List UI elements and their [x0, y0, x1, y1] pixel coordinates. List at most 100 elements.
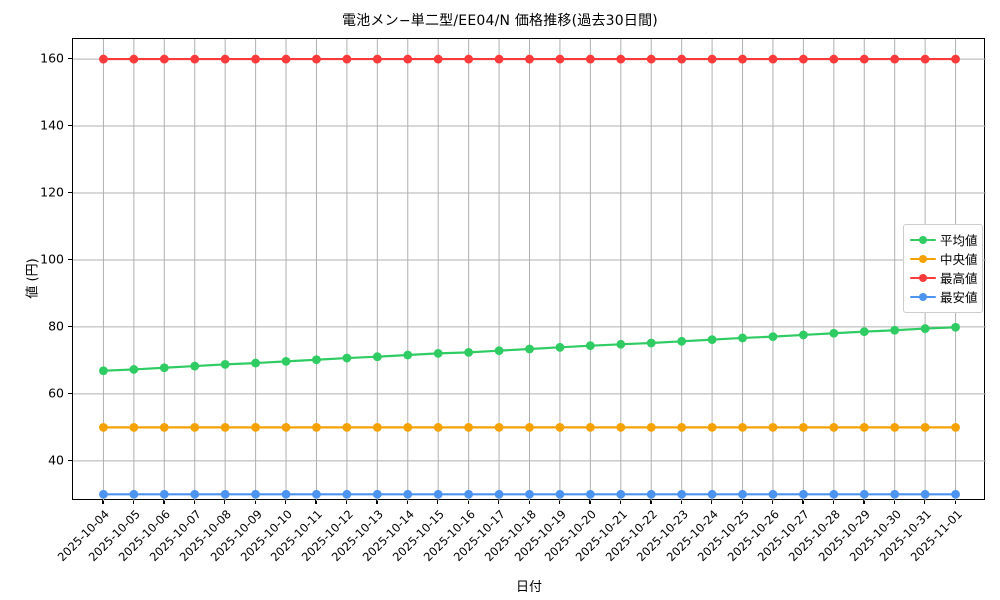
series-marker	[342, 422, 352, 432]
legend-swatch-icon	[910, 291, 936, 303]
x-tick-label: 2025-10-26	[724, 507, 782, 565]
x-tick-label: 2025-10-15	[389, 507, 448, 565]
series-marker	[403, 350, 413, 360]
series-marker	[707, 422, 717, 432]
series-marker	[372, 489, 382, 499]
legend-swatch-icon	[910, 272, 936, 284]
series-marker	[281, 356, 291, 366]
series-marker	[890, 489, 900, 499]
data-series-layer	[99, 54, 960, 499]
series-marker	[585, 341, 595, 351]
series-marker	[99, 422, 108, 432]
series-marker	[646, 54, 656, 64]
series-marker	[251, 358, 260, 368]
x-tick-label: 2025-10-30	[846, 507, 904, 565]
series-marker	[342, 353, 352, 363]
x-tick-label: 2025-10-17	[450, 507, 508, 565]
series-marker	[525, 54, 534, 64]
series-marker	[677, 54, 687, 64]
x-tick-label: 2025-10-13	[329, 507, 387, 565]
series-marker	[555, 489, 565, 499]
series-marker	[616, 339, 626, 349]
series-marker	[433, 348, 443, 358]
series-marker	[159, 422, 169, 432]
series-marker	[646, 489, 656, 499]
legend-item[interactable]: 平均値	[910, 230, 978, 249]
legend-item[interactable]: 最安値	[910, 287, 978, 306]
series-marker	[585, 54, 595, 64]
series-marker	[281, 54, 291, 64]
series-marker	[890, 325, 900, 335]
x-tick-label: 2025-10-11	[268, 507, 326, 565]
series-marker	[951, 422, 960, 432]
series-marker	[829, 54, 839, 64]
series-marker	[829, 489, 839, 499]
series-marker	[920, 489, 930, 499]
series-marker	[433, 489, 443, 499]
x-tick-label: 2025-10-27	[755, 507, 813, 565]
series-marker	[129, 422, 139, 432]
x-tick-label: 2025-10-24	[663, 507, 721, 565]
series-marker	[342, 489, 352, 499]
y-tick-label: 80	[48, 318, 64, 334]
series-marker	[738, 54, 747, 64]
series-marker	[799, 330, 808, 340]
series-marker	[403, 54, 413, 64]
x-tick-label: 2025-10-16	[420, 507, 478, 565]
series-marker	[372, 352, 382, 362]
series-marker	[951, 322, 960, 332]
series-marker	[799, 422, 808, 432]
series-marker	[616, 422, 626, 432]
series-marker	[859, 54, 869, 64]
series-marker	[646, 422, 656, 432]
series-marker	[159, 363, 169, 373]
series-marker	[494, 346, 504, 356]
series-marker	[525, 489, 534, 499]
x-tick-label: 2025-10-09	[207, 507, 265, 565]
legend-label: 最安値	[940, 290, 978, 305]
x-tick-label: 2025-10-28	[785, 507, 843, 565]
series-marker	[251, 489, 260, 499]
series-marker	[251, 54, 260, 64]
series-marker	[494, 489, 504, 499]
series-marker	[890, 422, 900, 432]
series-marker	[951, 54, 960, 64]
series-marker	[494, 54, 504, 64]
series-marker	[768, 422, 778, 432]
series-marker	[433, 422, 443, 432]
y-tick-label: 40	[48, 452, 64, 468]
series-marker	[799, 489, 808, 499]
legend-label: 最高値	[940, 271, 978, 286]
series-marker	[920, 324, 930, 333]
series-marker	[738, 489, 747, 499]
series-marker	[129, 54, 139, 64]
series-marker	[555, 342, 565, 352]
series-marker	[403, 489, 413, 499]
x-tick-label: 2025-10-21	[572, 507, 630, 565]
x-tick-label: 2025-10-06	[116, 507, 174, 565]
series-marker	[220, 54, 230, 64]
series-marker	[464, 347, 474, 357]
x-tick-label: 2025-10-23	[633, 507, 691, 565]
legend-item[interactable]: 中央値	[910, 249, 978, 268]
legend-swatch-icon	[910, 253, 936, 265]
x-tick-label: 2025-10-22	[602, 507, 661, 565]
series-marker	[464, 54, 474, 64]
series-marker	[859, 327, 869, 336]
x-tick-label: 2025-11-01	[907, 507, 965, 565]
x-tick-label: 2025-10-14	[359, 507, 417, 565]
series-marker	[190, 54, 200, 64]
x-tick-label: 2025-10-07	[146, 507, 204, 565]
series-marker	[646, 338, 656, 348]
legend-item[interactable]: 最高値	[910, 268, 978, 287]
series-marker	[890, 54, 900, 64]
series-marker	[129, 489, 139, 499]
series-marker	[312, 355, 321, 365]
legend-label: 中央値	[940, 252, 978, 267]
y-tick-label: 160	[40, 50, 64, 66]
series-marker	[525, 344, 534, 354]
x-tick-label: 2025-10-04	[55, 507, 113, 565]
series-marker	[372, 422, 382, 432]
series-marker	[464, 489, 474, 499]
